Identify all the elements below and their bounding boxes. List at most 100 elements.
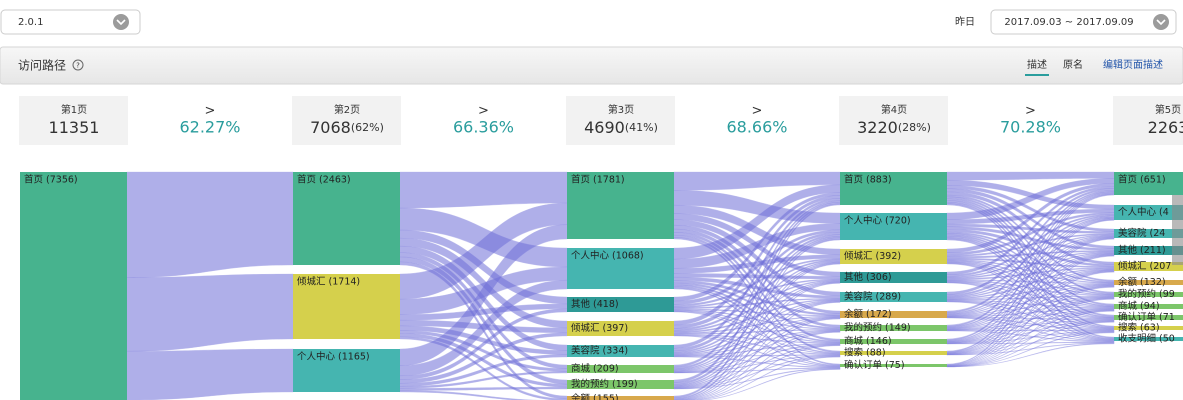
chevron [116,19,126,26]
select-icon [113,14,129,30]
node-label: 个人中心 (4 [1118,206,1169,218]
node-label: 首页 (7356) [24,174,78,186]
step-box [292,96,401,145]
tab-edit[interactable]: 编辑页面描述 [1103,58,1163,71]
path-node [840,351,947,355]
step-count: 4690 [584,118,625,137]
flow-band [946,308,1115,331]
flow-band [946,238,1115,366]
path-node [840,339,947,344]
node-label: 搜索 (88) [844,347,886,359]
help-icon[interactable] [72,59,84,71]
node-label: 我的预约 (149) [844,322,911,334]
flow-band [692,344,841,400]
flow-band [946,285,1115,355]
flow-band [946,194,1115,366]
step-box [566,96,675,145]
step-title: 第4页 [881,103,907,116]
conversion-arrow: > [1025,104,1036,119]
step-title: 第2页 [334,103,360,116]
path-node [840,364,947,367]
flow-band [399,171,568,209]
date-select[interactable] [990,9,1177,35]
conversion-rate: 62.27% [179,118,240,137]
path-node [1114,326,1183,330]
conversion-rate: 70.28% [1000,118,1061,137]
path-node [293,274,400,339]
step-share: (41%) [625,121,658,134]
flow-band [126,273,294,352]
step-count-line: 4690(41%) [584,118,658,137]
conversion-arrow: > [478,104,489,119]
path-node [567,380,674,389]
flow-band [946,219,1115,366]
flow-band [126,348,294,400]
node-label: 余额 (132) [1118,276,1166,288]
node-label: 美容院 (334) [571,345,628,357]
flow-band [673,354,841,374]
tab-original[interactable]: 原名 [1063,58,1083,71]
node-label: 首页 (883) [844,174,892,186]
tab-describe[interactable]: 描述 [1027,58,1047,71]
step-count: 3220 [857,118,898,137]
node-label: 美容院 (24 [1118,227,1165,239]
flow-band [688,331,841,400]
path-node [567,345,674,357]
flow-band [946,331,1115,368]
flow-band [946,342,1115,368]
flow-band [696,356,841,400]
side-handle[interactable] [1172,195,1183,265]
node-label: 倾城汇 (1714) [297,276,360,288]
node-label: 其他 (211) [1118,244,1166,256]
node-label: 商城 (209) [571,363,619,375]
flow-band [673,301,841,400]
step-title: 第5页 [1155,103,1181,116]
panel-title: 访问路径 [18,58,66,73]
step-count-line: 11351 [49,118,100,137]
step-count: 7068 [310,118,351,137]
node-label: 商城 (146) [844,335,892,347]
version-select[interactable] [0,9,141,35]
flow-band [399,390,542,400]
flow-band [946,341,1115,345]
node-label: 个人中心 (1165) [297,351,370,363]
node-label: 收支明细 (50 [1118,333,1175,345]
node-label: 余额 (155) [571,393,619,400]
path-node [20,172,127,400]
flow-band [673,171,841,191]
flow-band [946,255,1115,367]
flow-band [399,354,568,387]
flow-band [702,368,841,400]
path-node [1114,262,1183,271]
step-title: 第1页 [61,103,87,116]
conversion-rate: 68.66% [726,118,787,137]
flow-band [946,331,1115,356]
path-node [840,249,947,264]
path-node [840,311,947,318]
node-label: 我的预约 (99 [1118,288,1175,300]
flow-band [673,282,841,400]
step-count-line: 7068(62%) [310,118,384,137]
step-share: (28%) [898,121,931,134]
node-label: 确认订单 (71 [1118,311,1175,323]
path-node [1114,246,1183,255]
node-label: 其他 (418) [571,298,619,310]
path-node [567,297,674,312]
path-node [293,349,400,392]
path-node [840,172,947,205]
node-label: 确认订单 (75) [844,359,905,371]
version-text: 2.0.1 [18,17,43,28]
node-label: 美容院 (289) [844,291,901,303]
step-headers: 第1页11351第2页7068(62%)第3页4690(41%)第4页3220(… [19,96,1183,145]
flow-band [946,309,1115,355]
node-label: 倾城汇 (392) [844,250,901,262]
path-node [567,321,674,336]
path-node [1114,172,1183,195]
chevron [1156,19,1166,26]
step-share: (62%) [351,121,384,134]
path-node [567,365,674,373]
tab-underline [1025,74,1049,76]
path-node [840,325,947,331]
path-node [1114,205,1183,220]
